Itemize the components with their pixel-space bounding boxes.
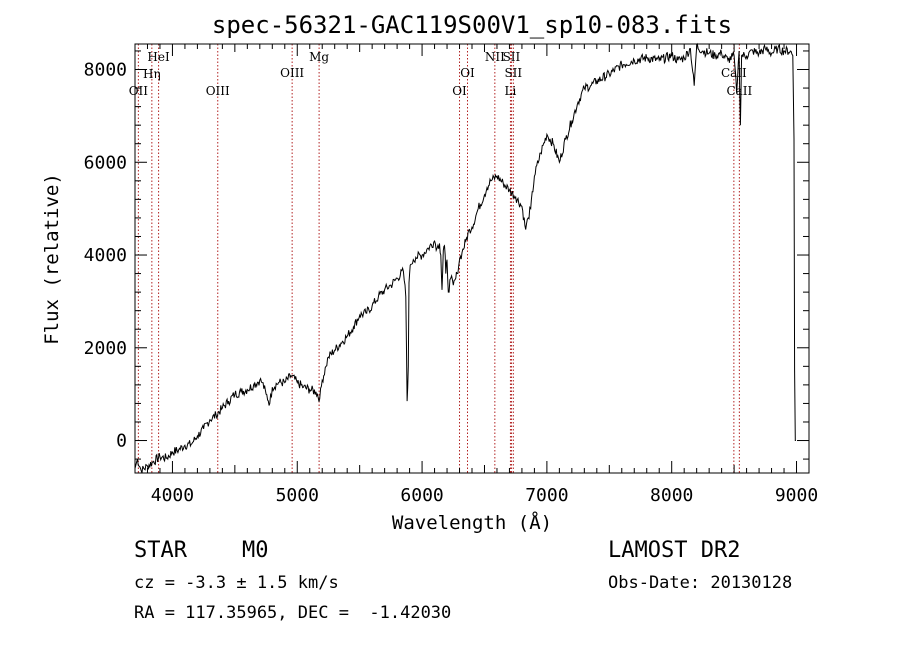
y-axis-label: Flux (relative) [41, 173, 63, 345]
x-tick-label: 6000 [400, 485, 443, 506]
line-marker-label: OI [452, 84, 467, 98]
line-marker-label: OI [460, 66, 475, 80]
line-marker-label: CaII [721, 66, 747, 80]
y-tick-label: 0 [116, 431, 127, 452]
spectral-class: STAR [134, 538, 187, 563]
chart-title: spec-56321-GAC119S00V1_sp10-083.fits [212, 11, 732, 39]
x-tick-label: 7000 [525, 485, 568, 506]
line-marker-label: OIII [280, 66, 304, 80]
line-marker-label: NII [485, 50, 505, 64]
line-marker-label: OII [129, 84, 149, 98]
line-marker-label: SII [504, 66, 522, 80]
line-marker-label: Hη [143, 67, 161, 81]
observation-date: Obs-Date: 20130128 [608, 573, 793, 593]
x-tick-label: 9000 [775, 485, 818, 506]
spectral-subclass: M0 [242, 538, 269, 563]
line-marker-label: Mg [309, 50, 329, 64]
x-tick-label: 4000 [151, 485, 194, 506]
x-axis-ticks: 4000 5000 6000 7000 8000 9000 [146, 44, 818, 506]
line-marker-label: OIII [206, 84, 230, 98]
spectrum-line [134, 42, 796, 474]
line-marker-label: SII [503, 50, 521, 64]
line-marker-label: Li [505, 84, 517, 98]
redshift-value: cz = -3.3 ± 1.5 km/s [134, 573, 339, 593]
plot-frame [134, 43, 810, 474]
y-tick-label: 6000 [84, 152, 127, 173]
y-axis-ticks: 0 2000 4000 6000 8000 [84, 50, 809, 460]
y-tick-label: 2000 [84, 338, 127, 359]
survey-name: LAMOST DR2 [608, 538, 741, 563]
x-tick-label: 5000 [276, 485, 319, 506]
y-tick-label: 8000 [84, 60, 127, 81]
x-tick-label: 8000 [650, 485, 693, 506]
spectral-line-markers: OIIHηHeIOIIIOIIIMgOIOINIISIISIILiCaIICaI… [129, 44, 753, 473]
y-tick-label: 4000 [84, 245, 127, 266]
coordinates: RA = 117.35965, DEC = -1.42030 [134, 603, 452, 623]
line-marker-label: HeI [147, 50, 170, 64]
x-axis-label: Wavelength (Å) [392, 511, 552, 534]
